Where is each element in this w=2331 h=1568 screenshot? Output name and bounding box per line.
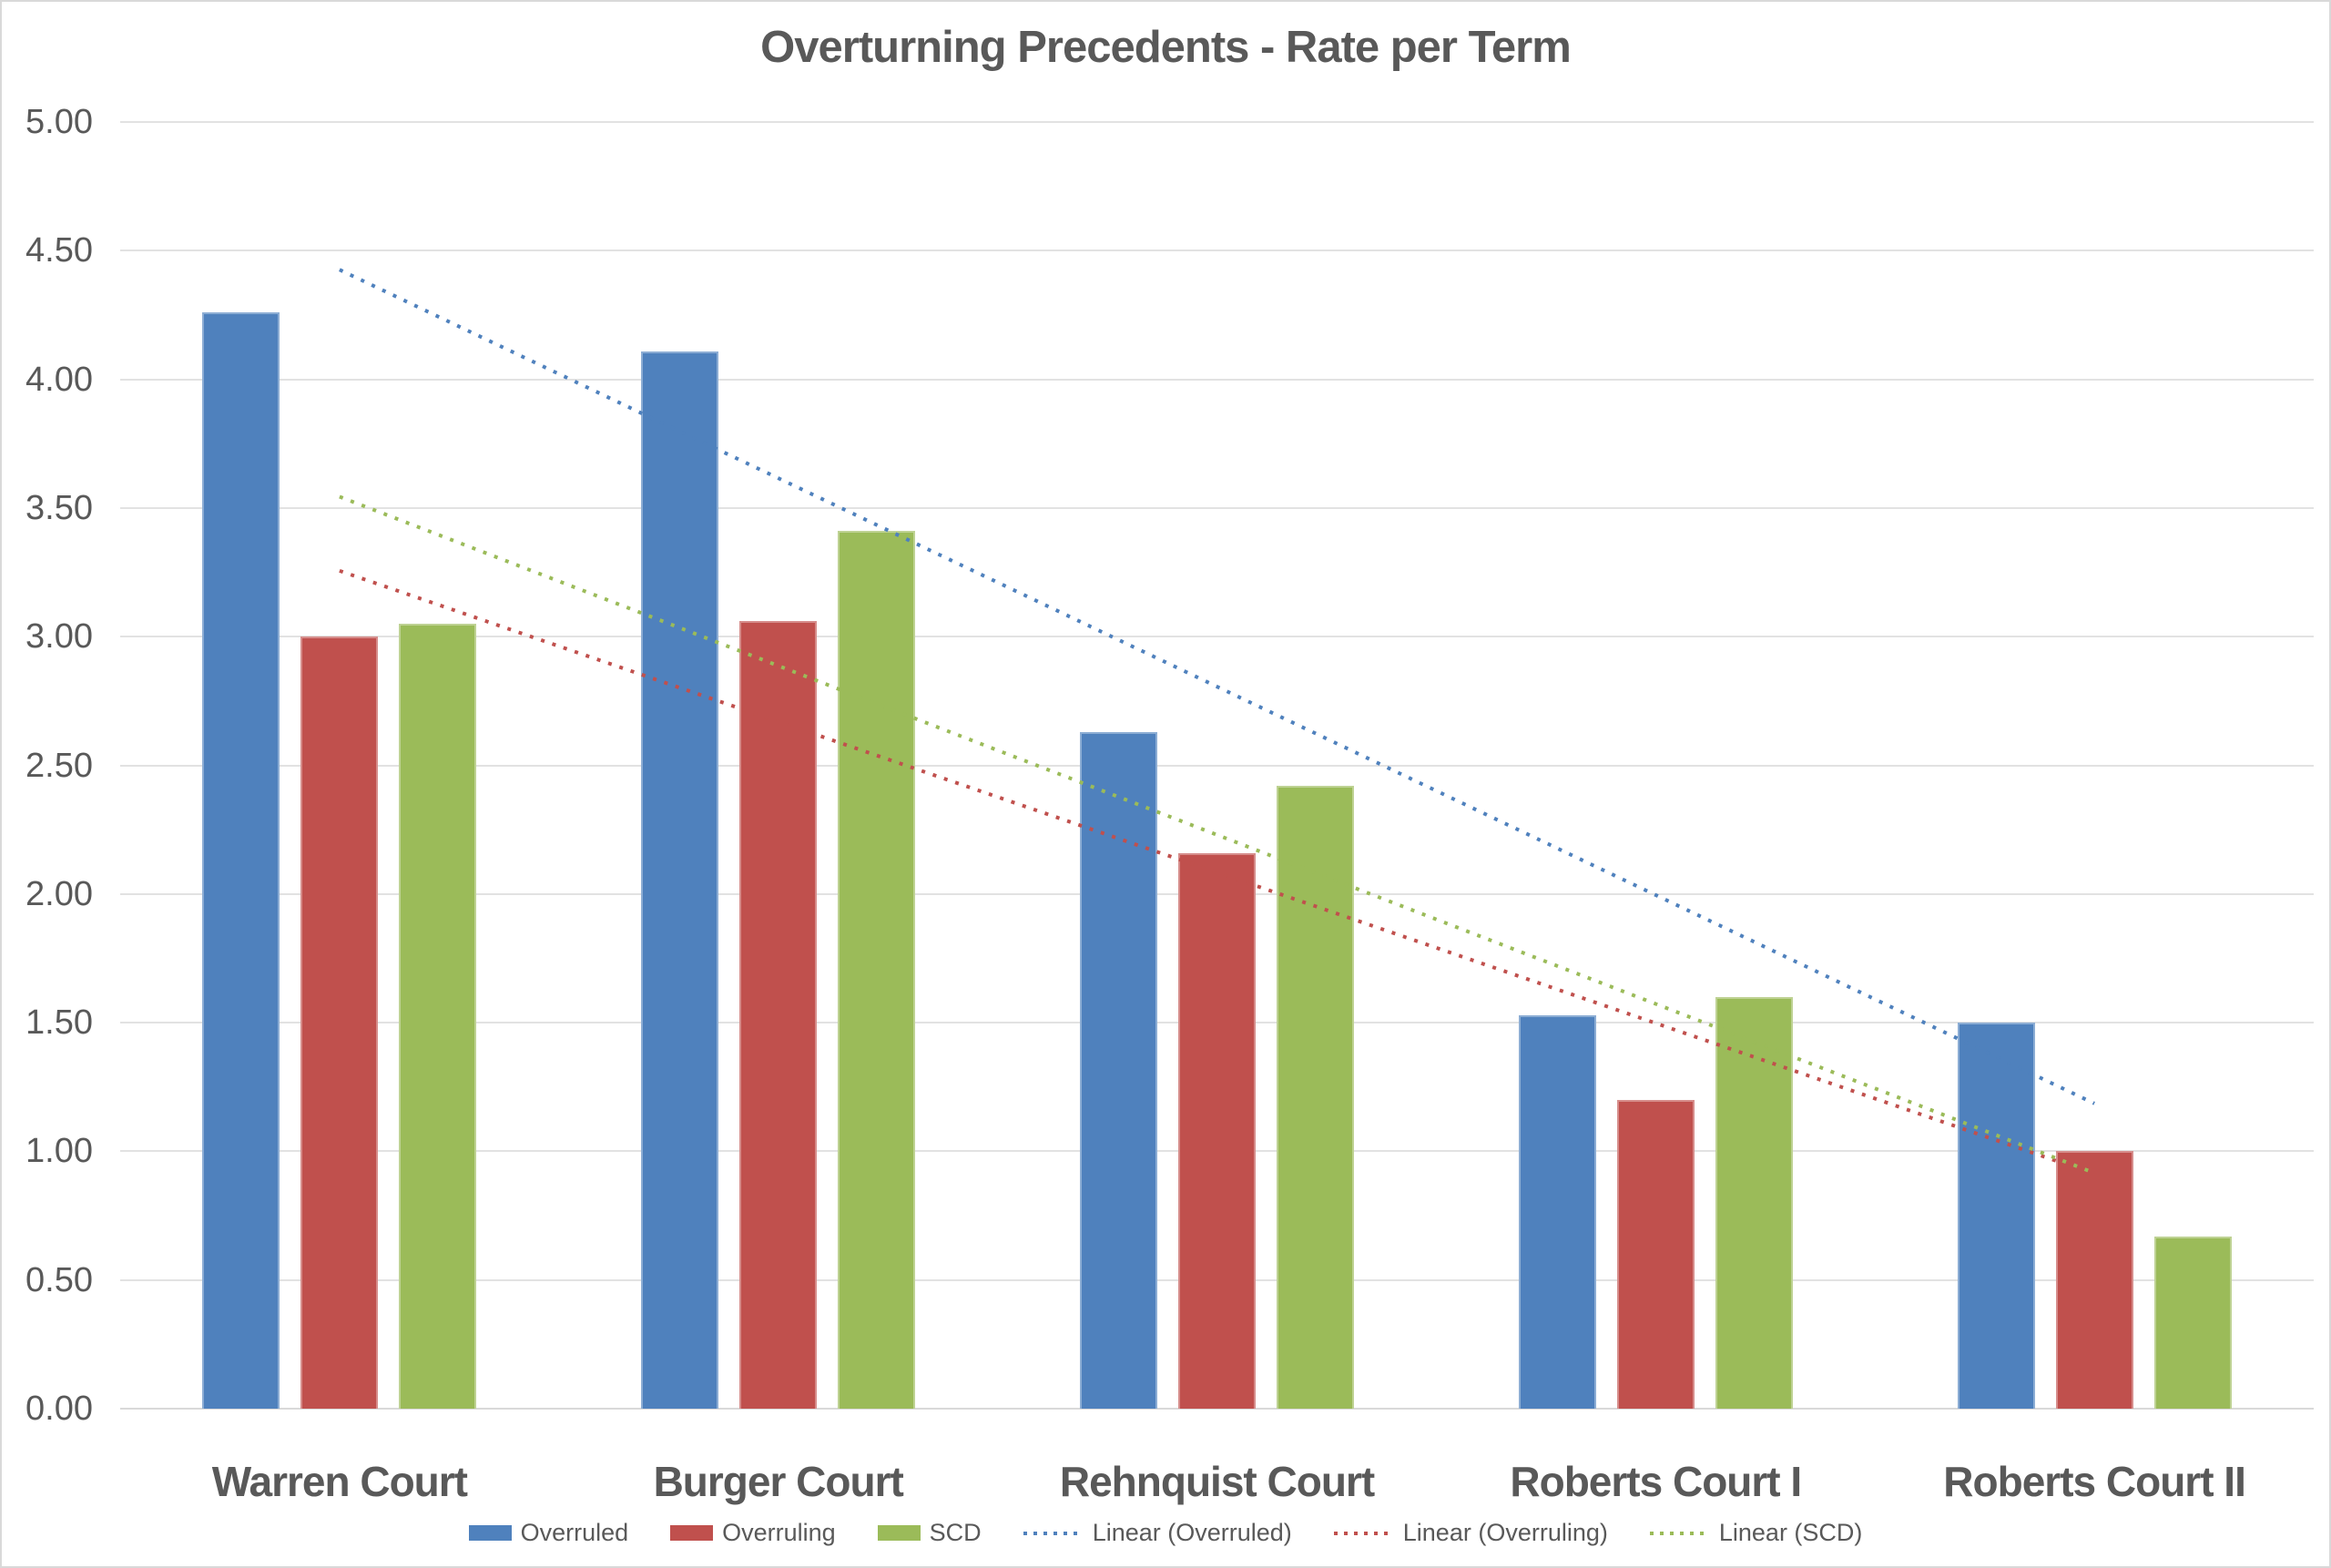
- trendline-scd: [339, 494, 2095, 1176]
- bar-overruling-warren-court: [300, 636, 379, 1409]
- legend-item-linear-scd: Linear (SCD): [1649, 1519, 1863, 1547]
- legend-label: Linear (Overruled): [1092, 1519, 1292, 1546]
- x-label-rehnquist-court: Rehnquist Court: [1059, 1458, 1375, 1505]
- y-tick-label: 0.00: [25, 1390, 93, 1428]
- bar-scd-rehnquist-court: [1276, 786, 1354, 1409]
- y-tick-label: 4.00: [25, 360, 93, 399]
- legend: Overruled Overruling SCD Linear (Overruled)…: [2, 1519, 2329, 1547]
- y-tick-label: 3.50: [25, 488, 93, 527]
- bar-overruled-warren-court: [202, 312, 280, 1409]
- bar-group-roberts-court-ii: [1875, 122, 2314, 1409]
- y-tick-label: 1.00: [25, 1132, 93, 1171]
- y-tick-label: 3.00: [25, 617, 93, 657]
- legend-label: Linear (SCD): [1718, 1519, 1863, 1546]
- x-label-warren-court: Warren Court: [211, 1458, 468, 1505]
- gridline: [120, 378, 2314, 381]
- bar-scd-roberts-court-ii: [2153, 1236, 2232, 1409]
- legend-label: Linear (Overruling): [1402, 1519, 1608, 1546]
- trendline-overruling: [339, 568, 2095, 1176]
- bar-overruling-burger-court: [739, 621, 818, 1409]
- y-tick-label: 2.50: [25, 746, 93, 785]
- gridline: [120, 636, 2314, 638]
- x-axis-line: [120, 1408, 2314, 1410]
- legend-swatch-scd: [877, 1525, 921, 1541]
- legend-swatch-overruling: [670, 1525, 714, 1541]
- bar-overruling-rehnquist-court: [1177, 852, 1256, 1409]
- bar-group-warren-court: [120, 122, 559, 1409]
- bar-scd-roberts-court-i: [1715, 996, 1793, 1409]
- legend-item-overruling: Overruling: [670, 1519, 836, 1547]
- y-tick-label: 5.00: [25, 103, 93, 141]
- legend-item-linear-overruled: Linear (Overruled): [1023, 1519, 1292, 1547]
- bar-scd-warren-court: [399, 624, 477, 1409]
- gridline: [120, 249, 2314, 252]
- legend-dotted-line-linear-overruled: [1023, 1531, 1084, 1535]
- legend-item-overruled: Overruled: [468, 1519, 629, 1547]
- legend-label: SCD: [929, 1519, 982, 1546]
- y-tick-label: 2.00: [25, 874, 93, 913]
- x-label-burger-court: Burger Court: [653, 1458, 904, 1505]
- trendline-overruled: [339, 268, 2095, 1105]
- y-tick-label: 4.50: [25, 231, 93, 270]
- legend-swatch-overruled: [468, 1525, 512, 1541]
- trendlines-svg: [339, 268, 2095, 1176]
- gridline: [120, 121, 2314, 123]
- bar-overruled-roberts-court-ii: [1957, 1023, 2035, 1409]
- bar-overruling-roberts-court-i: [1616, 1099, 1695, 1409]
- y-tick-label: 0.50: [25, 1260, 93, 1299]
- bar-group-roberts-court-i: [1436, 122, 1875, 1409]
- bar-scd-burger-court: [838, 531, 916, 1409]
- y-tick-label: 1.50: [25, 1003, 93, 1043]
- bar-overruled-roberts-court-i: [1518, 1014, 1596, 1409]
- bar-overruled-rehnquist-court: [1079, 731, 1157, 1409]
- bar-overruling-roberts-court-ii: [2055, 1151, 2133, 1409]
- x-label-roberts-court-i: Roberts Court I: [1510, 1458, 1802, 1505]
- legend-dotted-line-linear-overruling: [1333, 1531, 1394, 1535]
- gridline: [120, 764, 2314, 767]
- legend-item-linear-overruling: Linear (Overruling): [1333, 1519, 1608, 1547]
- bar-group-rehnquist-court: [998, 122, 1437, 1409]
- x-label-roberts-court-ii: Roberts Court II: [1943, 1458, 2246, 1505]
- legend-item-scd: SCD: [877, 1519, 982, 1547]
- gridline: [120, 506, 2314, 509]
- bar-overruled-burger-court: [641, 351, 719, 1409]
- legend-dotted-line-linear-scd: [1649, 1531, 1710, 1535]
- bar-group-burger-court: [559, 122, 998, 1409]
- chart-title: Overturning Precedents - Rate per Term: [760, 23, 1572, 72]
- legend-label: Overruled: [520, 1519, 629, 1546]
- plot-area: [120, 121, 2314, 1410]
- legend-label: Overruling: [722, 1519, 836, 1546]
